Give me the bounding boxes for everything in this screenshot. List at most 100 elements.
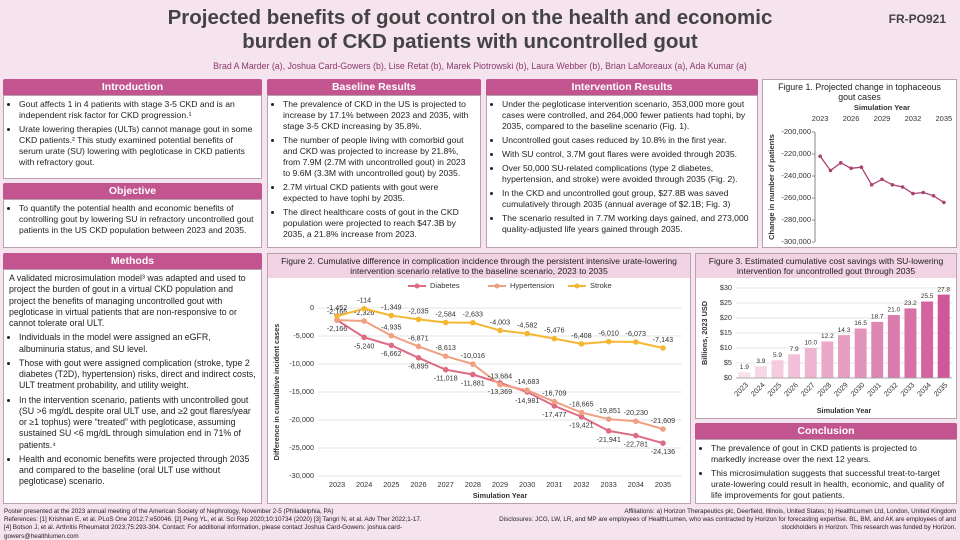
bar bbox=[788, 354, 801, 378]
x-tick-label: 2029 bbox=[874, 114, 891, 123]
data-label: 14.3 bbox=[838, 327, 851, 334]
data-point bbox=[415, 343, 422, 350]
figure-title: Figure 1. Projected change in tophaceous… bbox=[778, 82, 941, 103]
legend-swatch bbox=[574, 283, 580, 289]
data-label: -114 bbox=[357, 296, 371, 305]
x-tick-label: 2026 bbox=[782, 380, 800, 398]
data-point bbox=[900, 185, 905, 189]
data-label: -24,136 bbox=[651, 447, 675, 456]
bullet: Health and economic benefits were projec… bbox=[19, 454, 256, 488]
data-label: 3.9 bbox=[756, 358, 765, 365]
data-point bbox=[859, 165, 864, 169]
figure-title: Figure 3. Estimated cumulative cost savi… bbox=[696, 254, 956, 278]
data-point bbox=[497, 327, 503, 334]
bullet: Urate lowering therapies (ULTs) cannot m… bbox=[19, 124, 256, 168]
data-point bbox=[890, 183, 895, 187]
x-tick-label: 2024 bbox=[356, 480, 372, 489]
data-point bbox=[633, 418, 639, 425]
data-label: -6,662 bbox=[381, 349, 401, 358]
figure: Figure 3. Estimated cumulative cost savi… bbox=[695, 253, 957, 419]
legend-label: Hypertension bbox=[510, 281, 554, 290]
y-tick-label: -25,000 bbox=[289, 443, 314, 452]
x-tick-label: 2023 bbox=[329, 480, 345, 489]
x-tick-label: 2029 bbox=[832, 380, 850, 398]
section-body: Gout affects 1 in 4 patients with stage … bbox=[3, 95, 262, 179]
authors: Brad A Marder (a), Joshua Card-Gowers (b… bbox=[213, 61, 747, 71]
data-point bbox=[388, 332, 395, 339]
data-label: 5.9 bbox=[773, 352, 782, 359]
section-heading: Baseline Results bbox=[267, 79, 481, 95]
data-point bbox=[551, 398, 558, 405]
bar bbox=[854, 328, 867, 378]
data-point bbox=[605, 338, 612, 345]
data-point bbox=[828, 168, 833, 173]
y-tick-label: -220,000 bbox=[781, 149, 811, 158]
data-label: 18.7 bbox=[871, 314, 884, 321]
y-tick-label: -300,000 bbox=[781, 237, 811, 246]
bullet: This microsimulation suggests that succe… bbox=[711, 468, 951, 501]
data-point bbox=[470, 361, 476, 367]
y-tick-label: -200,000 bbox=[781, 127, 811, 136]
data-point bbox=[388, 342, 395, 349]
figure-title: Figure 2. Cumulative difference in compl… bbox=[268, 254, 690, 278]
footer-line: Disclosures: JCG, LW, LR, and MP are emp… bbox=[499, 516, 956, 532]
data-label: -6,871 bbox=[408, 333, 428, 342]
bar bbox=[921, 301, 934, 378]
data-label: -10,016 bbox=[461, 351, 485, 360]
data-label: 1.9 bbox=[740, 364, 749, 371]
x-tick-label: 2029 bbox=[492, 480, 508, 489]
data-point bbox=[911, 191, 915, 196]
bullet: The direct healthcare costs of gout in t… bbox=[283, 207, 475, 240]
footer-left: Poster presented at the 2023 annual meet… bbox=[4, 508, 474, 540]
y-tick-label: $0 bbox=[724, 373, 732, 382]
section-heading: Introduction bbox=[3, 79, 262, 95]
x-axis-label: Simulation Year bbox=[817, 406, 872, 415]
x-tick-label: 2034 bbox=[915, 380, 933, 398]
x-axis-label: Simulation Year bbox=[473, 491, 528, 500]
data-label: -6,010 bbox=[598, 329, 618, 338]
bullet: The scenario resulted in 7.7M working da… bbox=[502, 213, 752, 235]
x-tick-label: 2032 bbox=[573, 480, 589, 489]
data-point bbox=[633, 339, 639, 345]
data-label: -11,018 bbox=[434, 374, 458, 383]
poster-title: Projected benefits of gout control on th… bbox=[167, 6, 773, 53]
data-label: -2,584 bbox=[435, 309, 455, 318]
data-point bbox=[660, 440, 666, 446]
data-point bbox=[524, 387, 530, 394]
data-point bbox=[470, 371, 476, 378]
data-label: -22,781 bbox=[624, 439, 648, 448]
data-label: -7,143 bbox=[653, 335, 673, 344]
data-point bbox=[361, 334, 367, 341]
bullet: The number of people living with comorbi… bbox=[283, 135, 475, 179]
y-axis-label: Change in number of patients bbox=[767, 134, 776, 240]
data-point bbox=[849, 166, 853, 171]
bullet: The prevalence of CKD in the US is proje… bbox=[283, 99, 475, 132]
y-tick-label: $15 bbox=[720, 328, 732, 337]
data-point bbox=[442, 366, 449, 373]
bullet: With SU control, 3.7M gout flares were a… bbox=[502, 149, 752, 160]
data-label: -8,613 bbox=[435, 343, 455, 352]
data-point bbox=[578, 413, 585, 420]
data-point bbox=[334, 317, 340, 323]
data-point bbox=[361, 318, 367, 324]
data-label: -4,582 bbox=[517, 321, 537, 330]
bullet: Under the pegloticase intervention scena… bbox=[502, 99, 752, 132]
data-label: 25.5 bbox=[921, 293, 934, 300]
section-heading: Methods bbox=[3, 253, 262, 269]
data-label: 21.0 bbox=[888, 307, 901, 314]
data-point bbox=[442, 353, 449, 360]
data-label: -4,003 bbox=[490, 317, 510, 326]
legend-swatch bbox=[494, 283, 500, 289]
x-tick-label: 2035 bbox=[936, 114, 953, 123]
y-tick-label: -15,000 bbox=[289, 387, 314, 396]
data-point bbox=[880, 177, 884, 182]
bar bbox=[754, 366, 767, 378]
y-tick-label: $25 bbox=[720, 298, 732, 307]
footer-line: Poster presented at the 2023 annual meet… bbox=[4, 508, 334, 515]
bar bbox=[904, 308, 917, 378]
data-label: -13,684 bbox=[488, 372, 512, 381]
data-point bbox=[633, 432, 639, 439]
data-label: -6,073 bbox=[626, 329, 646, 338]
bullet: Uncontrolled gout cases reduced by 10.8%… bbox=[502, 135, 752, 146]
